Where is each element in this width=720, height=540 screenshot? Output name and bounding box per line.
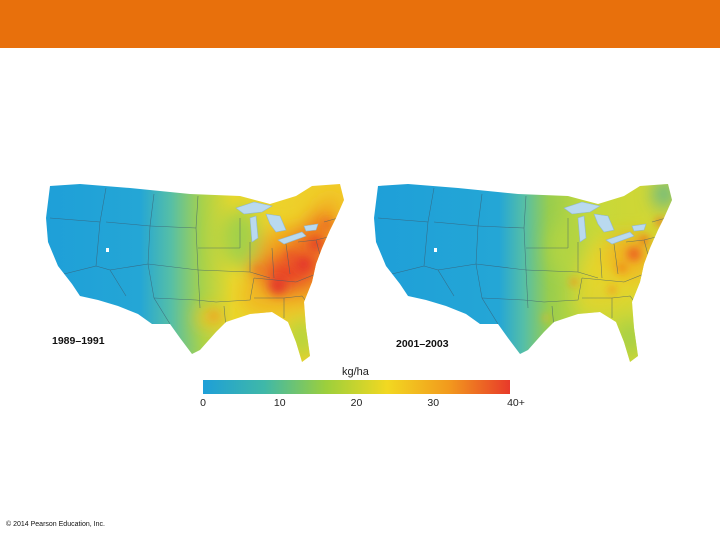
period-label-2001-2003: 2001–2003	[396, 338, 449, 350]
legend-tick: 0	[200, 397, 206, 409]
deposition-figure: 1989–1991 2001–2003 kg/ha 0 10 20 30 40+	[40, 178, 680, 412]
legend-tick: 10	[273, 397, 286, 409]
copyright-text: © 2014 Pearson Education, Inc.	[6, 521, 105, 528]
header-bar	[0, 0, 720, 48]
period-label-1989-1991: 1989–1991	[52, 335, 105, 347]
us-map-1989-1991	[46, 184, 344, 362]
legend-unit: kg/ha	[342, 366, 369, 378]
legend-colorbar	[203, 380, 510, 394]
us-map-2001-2003	[374, 184, 672, 362]
legend-tick: 30	[427, 397, 440, 409]
legend-tick: 40+	[507, 397, 525, 409]
legend-tick: 20	[350, 397, 363, 409]
